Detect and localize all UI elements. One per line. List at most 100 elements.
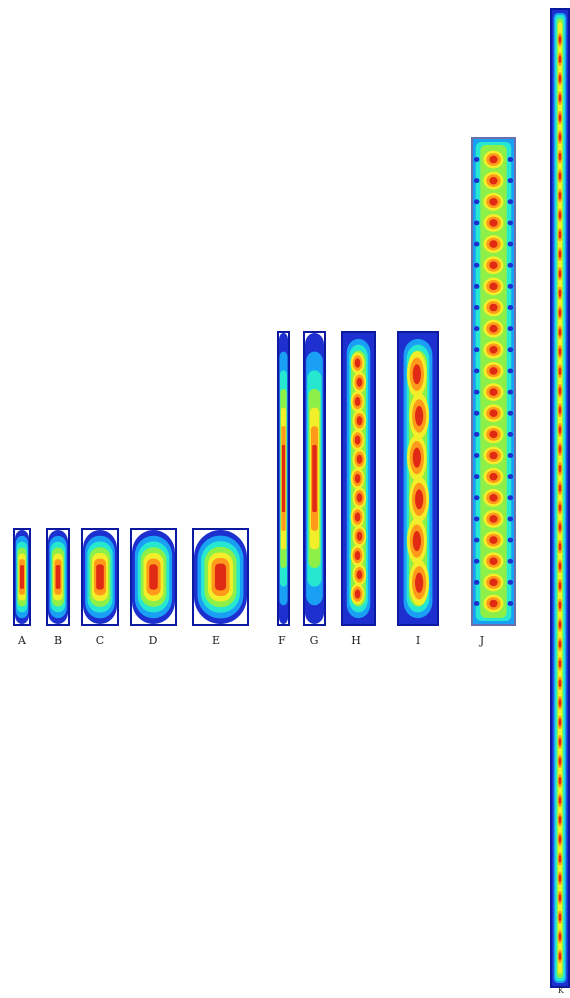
svgK-bead-c-19 [558,406,562,415]
svgK-bead-c-39 [558,796,562,805]
svgJ-bead-c-16 [489,493,498,502]
svgJ-bead-c-11 [489,388,498,396]
svgJ-dot-l-15 [473,474,480,480]
svgK-bead-c-17 [558,367,562,376]
svgJ-dot-r-11 [507,389,514,395]
panel-k-field [552,10,568,986]
panel-f-field [279,333,288,624]
svgK-bead-c-32 [558,659,562,668]
svgJ-bead-c-20 [489,578,498,587]
svgH-bead-c-2 [354,396,361,407]
label-e: E [211,634,221,647]
panel-e-field [194,530,247,624]
svgJ-bead-c-18 [489,536,498,544]
svgJ-bead-c-1 [489,176,498,185]
panel-i-field [399,333,437,624]
panel-g-field [305,333,324,624]
svgJ-dot-r-4 [507,241,514,247]
svgJ-bead-c-19 [489,557,498,566]
svgJ-dot-l-2 [473,199,480,205]
svgJ-dot-r-5 [507,262,514,268]
svgJ-dot-l-17 [473,516,480,522]
svgK-ring4 [558,21,562,975]
svgK-bead-c-10 [558,230,562,239]
panel-j-field [473,139,514,624]
svgJ-dot-r-12 [507,410,514,416]
svgK-bead-c-8 [558,191,562,200]
svgK-bead-c-5 [558,133,562,142]
svgH-bead-c-4 [354,435,361,445]
svgK-bead-c-11 [558,250,562,259]
label-a: A [18,634,26,647]
panel-a [13,528,31,626]
svgK-bead-c-36 [558,737,562,746]
svgK-bead-c-1 [558,55,562,64]
svgJ-dot-r-10 [507,368,514,374]
svgK-bead-c-33 [558,679,562,688]
svgJ-bead-c-3 [489,219,498,227]
svgJ-dot-l-12 [473,410,480,416]
svgK-bead-c-16 [558,347,562,356]
panel-e [192,528,249,626]
svgJ-bead-c-0 [489,155,498,164]
panel-b-field [48,530,68,624]
svgJ-dot-r-14 [507,453,514,458]
svgJ-dot-r-7 [507,305,514,310]
svgK-bead-c-44 [558,893,562,902]
panel-j [471,137,516,626]
svgK-bead-c-9 [558,211,562,220]
svgK-bead-c-43 [558,874,562,883]
svgE-band-6 [214,563,227,591]
svgJ-dot-r-9 [507,347,514,353]
svgK-bead-c-15 [558,328,562,337]
svgK-bead-c-3 [558,94,562,103]
label-f: F [278,634,286,647]
svgJ-dot-r-13 [507,431,514,437]
svgJ-dot-r-17 [507,516,514,522]
svgH-bead-c-12 [354,589,361,599]
svgC-band-6 [96,564,104,590]
panel-d-field [132,530,175,624]
svgJ-dot-l-13 [473,431,480,437]
svgJ-dot-r-19 [507,558,514,564]
svgK-bead-c-6 [558,152,562,161]
svgK-bead-c-35 [558,718,562,727]
panel-b [46,528,70,626]
svgJ-bead-c-8 [489,324,498,333]
svgI-bead-c-4 [412,531,422,552]
svgJ-bead-c-5 [489,261,498,270]
svgJ-dot-l-10 [473,368,480,374]
svgJ-bead-c-7 [489,303,498,312]
panel-h [341,331,376,626]
svgK-bead-c-24 [558,503,562,512]
svgK-bead-c-23 [558,484,562,493]
svgJ-dot-l-19 [473,558,480,564]
svgK-bead-c-41 [558,835,562,844]
svgJ-bead-c-12 [489,409,498,418]
svgK-bead-c-42 [558,854,562,863]
panel-h-field [343,333,374,624]
svgH-bead-c-3 [356,416,363,426]
panel-d [130,528,177,626]
svgJ-dot-r-3 [507,220,514,226]
svgK-bead-c-38 [558,776,562,785]
svgJ-dot-r-20 [507,579,514,585]
svgJ-bead-c-15 [489,472,498,481]
svgK-bead-c-46 [558,932,562,941]
svgJ-bead-c-4 [489,240,498,248]
svgK-bead-c-14 [558,308,562,317]
svgK-bead-c-27 [558,562,562,571]
svgJ-dot-r-18 [507,537,514,543]
svgI-bead-c-0 [412,364,422,385]
svgJ-dot-l-18 [473,537,480,543]
label-d: D [148,634,158,647]
svgJ-bead-c-13 [489,430,498,439]
svgJ-dot-l-14 [473,453,480,458]
svgK-bead-c-34 [558,698,562,707]
svgJ-bead-c-10 [489,367,498,375]
svgH-bead-c-1 [356,377,363,387]
svgH-bead-c-10 [354,550,361,561]
svgJ-bead-c-17 [489,515,498,523]
label-k: K [558,986,564,995]
svgJ-dot-l-9 [473,347,480,353]
